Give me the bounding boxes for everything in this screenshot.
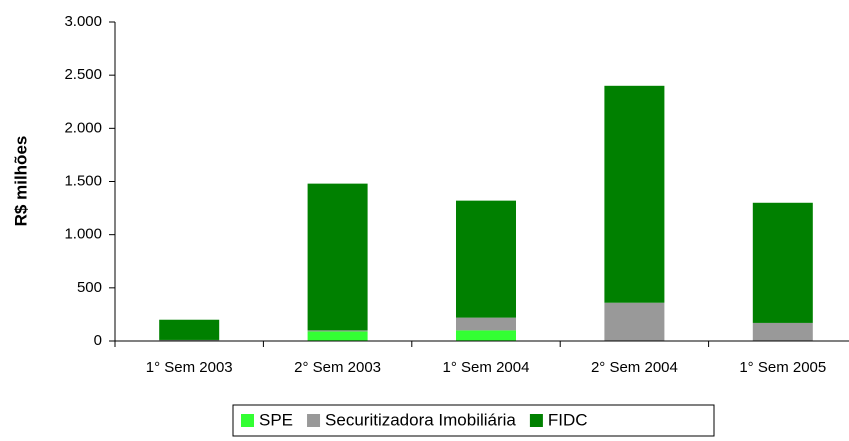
- y-tick-label: 2.000: [64, 119, 102, 136]
- bar-segment: [604, 302, 665, 341]
- bar-segment: [159, 339, 220, 341]
- bar-segment: [456, 330, 516, 341]
- y-tick-label: 1.000: [64, 226, 102, 243]
- y-tick-label: 500: [77, 279, 102, 296]
- legend-swatch: [529, 414, 543, 427]
- x-tick-label: 2° Sem 2003: [294, 359, 381, 376]
- x-tick-label: 1° Sem 2003: [146, 359, 233, 376]
- legend-label: FIDC: [548, 410, 588, 429]
- legend-label: SPE: [259, 410, 293, 429]
- legend-swatch: [307, 414, 321, 427]
- bar-segment: [456, 317, 516, 331]
- bar-segment: [307, 330, 368, 332]
- y-tick-label: 1.500: [64, 172, 102, 189]
- bar-segment: [456, 200, 516, 318]
- y-tick-label: 0: [94, 332, 102, 349]
- bar-segment: [604, 85, 665, 303]
- x-tick-label: 1° Sem 2005: [739, 359, 826, 376]
- legend-label: Securitizadora Imobiliária: [325, 410, 516, 429]
- bar-segment: [752, 202, 813, 323]
- x-tick-label: 2° Sem 2004: [591, 359, 678, 376]
- bar-segment: [307, 331, 368, 341]
- x-tick-label: 1° Sem 2004: [443, 359, 530, 376]
- bar-segment: [159, 319, 220, 340]
- bar-segment: [307, 183, 368, 331]
- y-tick-label: 2.500: [64, 66, 102, 83]
- bar-segment: [752, 322, 813, 341]
- legend-swatch: [241, 414, 254, 427]
- y-tick-label: 3.000: [64, 13, 102, 30]
- y-axis-label: R$ milhões: [11, 136, 30, 227]
